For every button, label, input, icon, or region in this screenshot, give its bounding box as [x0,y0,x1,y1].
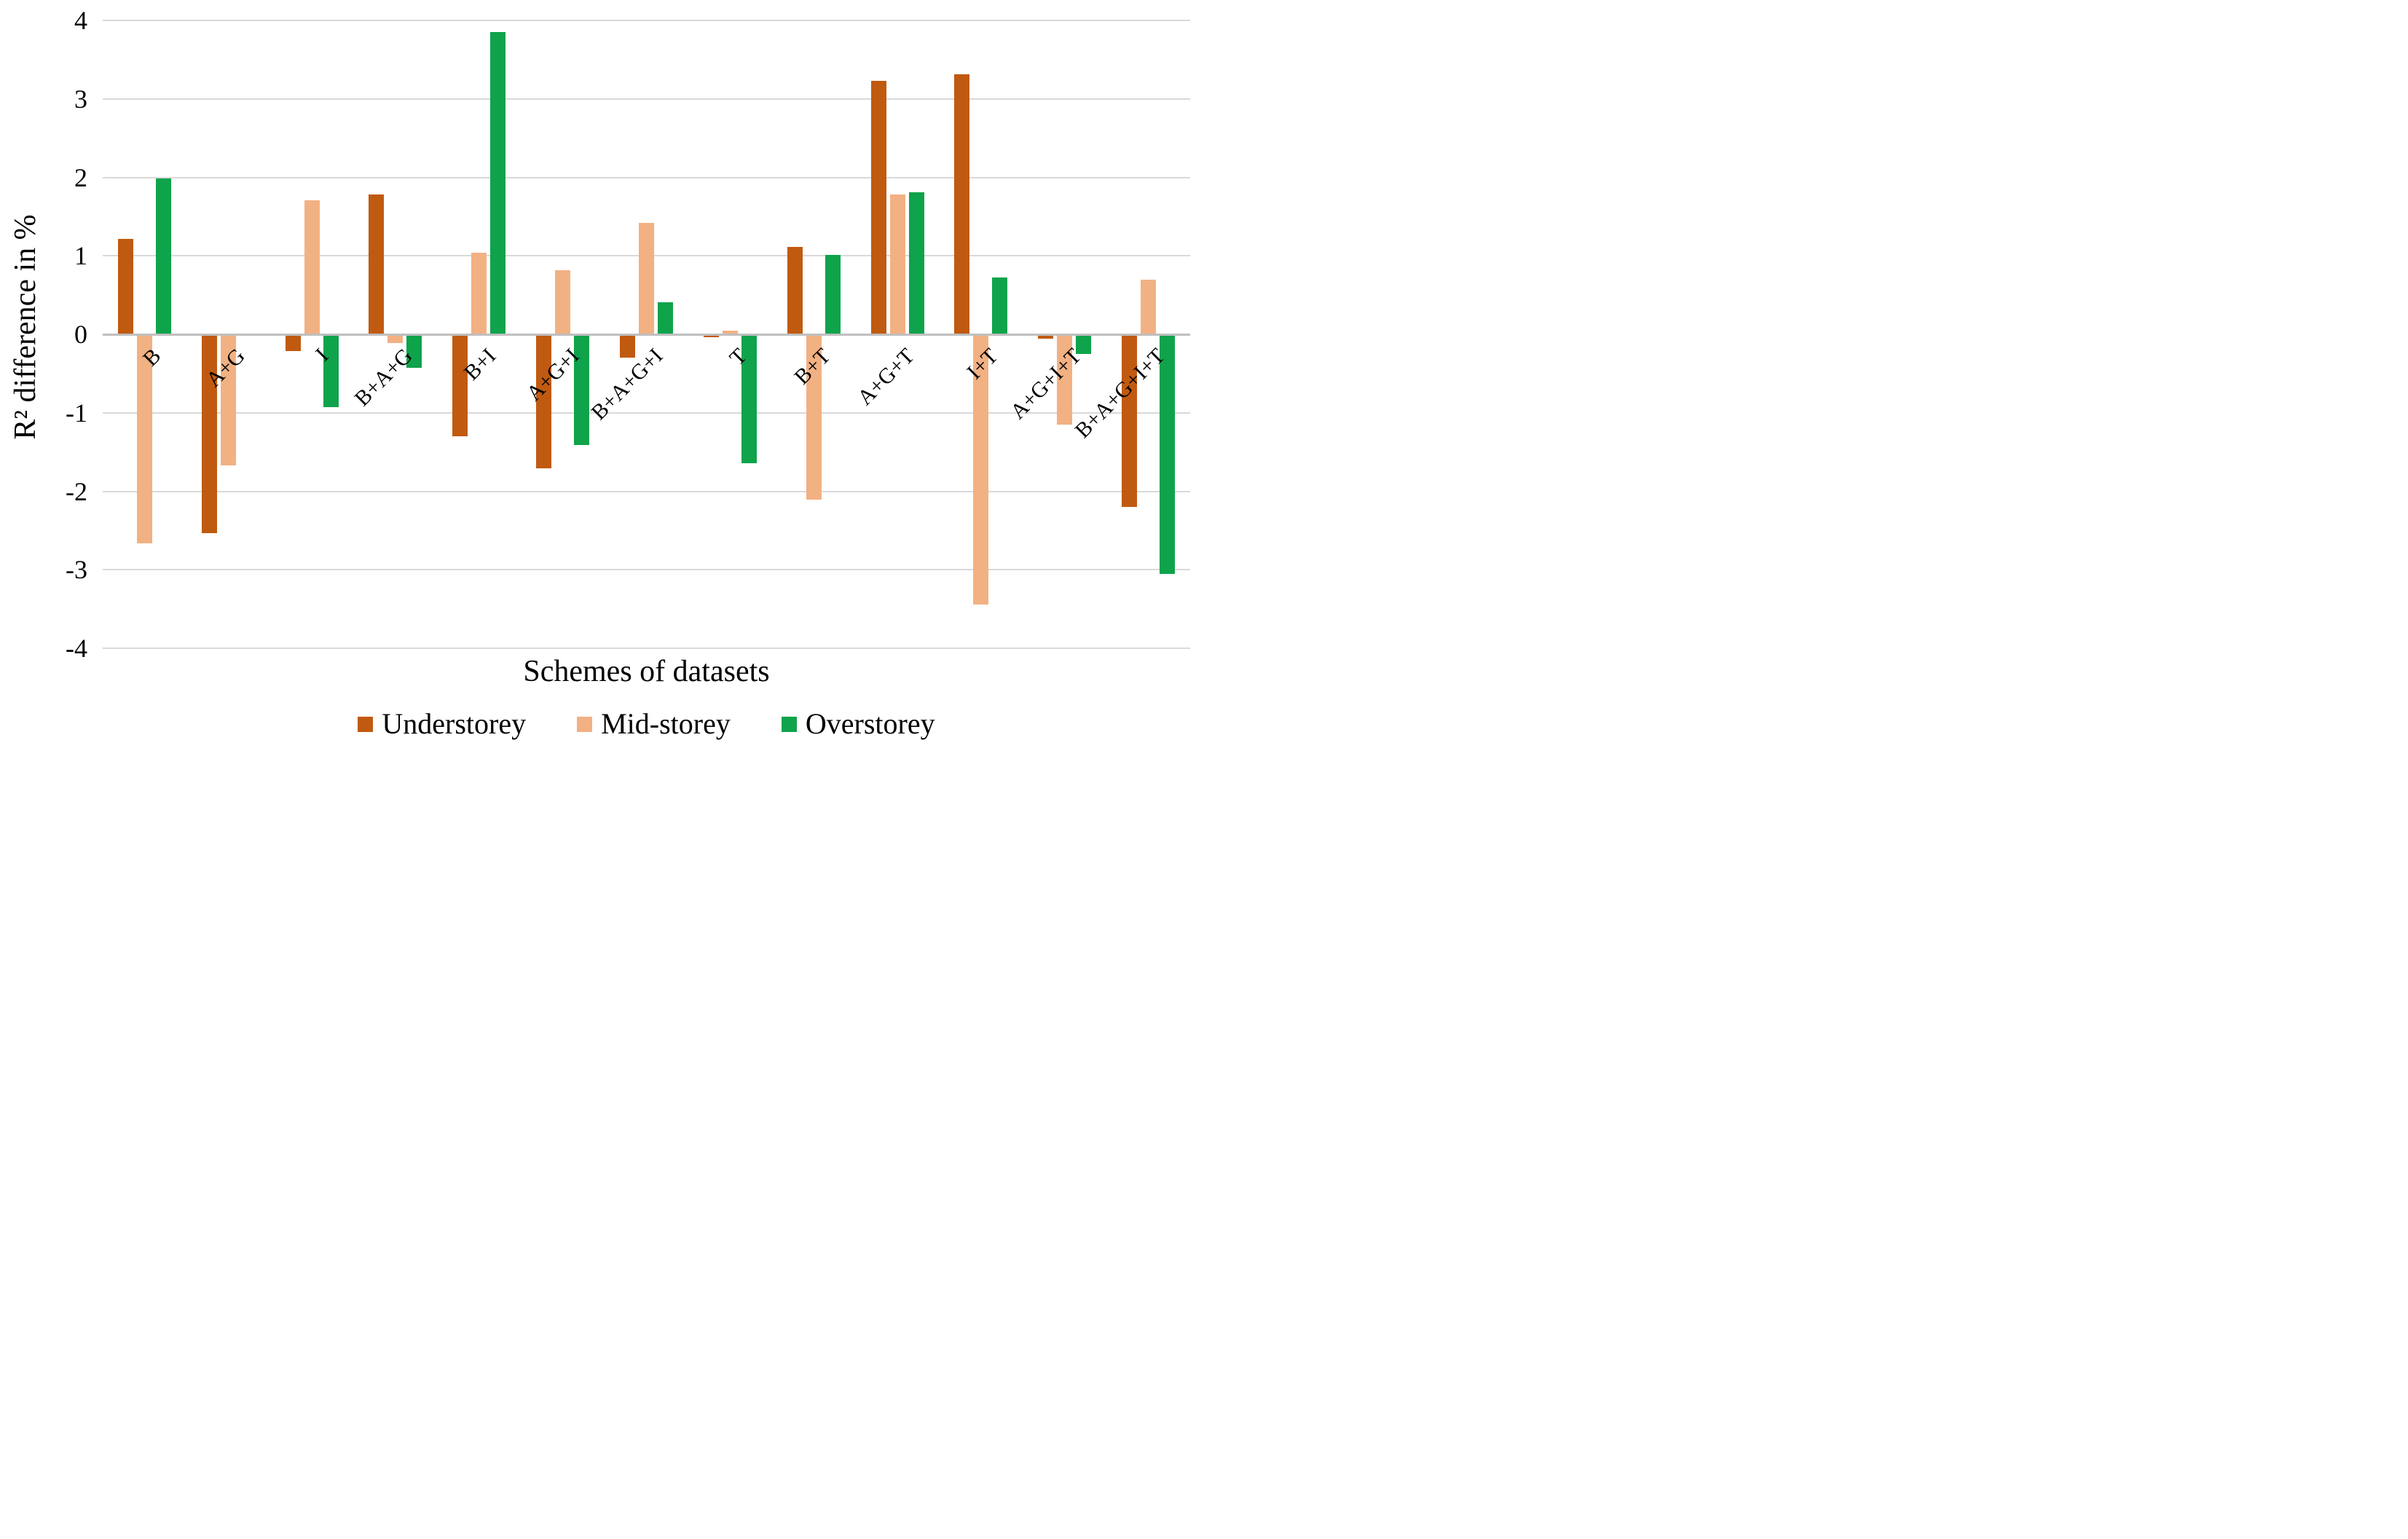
x-category-label: I+T [961,344,1003,385]
bar-understorey-a-g-t [870,80,886,334]
legend-item-overstorey: Overstorey [781,707,935,740]
bar-understorey-t [703,334,719,338]
y-tick-label: -4 [66,634,87,663]
y-tick-label: 3 [74,84,87,114]
bar-chart: R² difference in % 4 3 2 1 0 -1 -2 -3 -4 B A+G I B+A… [0,0,1204,769]
mid-storey-swatch-icon [577,716,593,732]
bar-understorey-b-t [787,247,803,334]
bar-understorey-b-a-g [369,194,385,334]
bar-mid-storey-b-a-g [387,334,404,343]
bar-mid-storey-a-g-t [889,194,905,334]
bar-overstorey-b [155,178,171,334]
bar-overstorey-b-t [825,255,841,334]
legend-label: Mid-storey [601,707,731,740]
bar-understorey-b-a-g-i-t [1122,334,1138,508]
bar-overstorey-i-t [992,278,1008,334]
gridline [103,20,1190,21]
bar-mid-storey-i-t [973,334,989,605]
bar-understorey-b-i [452,334,468,437]
gridline [103,569,1190,571]
bar-understorey-a-g-i-t [1038,334,1054,339]
x-axis-title: Schemes of datasets [523,655,770,688]
bar-mid-storey-b-i [471,252,487,334]
x-category-label: B+A+G+I+T [1070,344,1170,444]
y-tick-label: -2 [66,476,87,506]
bar-mid-storey-b-a-g-i-t [1141,279,1157,334]
bar-mid-storey-a-g-i-t [1057,334,1073,425]
y-tick-label: 2 [74,162,87,192]
bar-overstorey-b-i [490,32,506,334]
gridline [103,648,1190,649]
bar-understorey-a-g-i [536,334,552,469]
legend-label: Overstorey [805,707,935,740]
overstorey-swatch-icon [781,716,797,732]
bar-understorey-b [117,238,133,334]
legend-label: Understorey [382,707,527,740]
x-category-label: B+T [790,344,835,390]
gridline [103,98,1190,100]
understorey-swatch-icon [358,716,374,732]
bar-mid-storey-a-g-i [555,269,571,334]
x-category-label: A+G+T [852,344,919,410]
y-tick-label: 1 [74,241,87,271]
bar-mid-storey-i [304,200,320,334]
bar-understorey-b-a-g-i [620,334,635,358]
bar-mid-storey-b-t [806,334,822,500]
legend: Understorey Mid-storey Overstorey [103,708,1190,740]
bar-understorey-i [285,334,301,351]
y-tick-label: 0 [74,320,87,349]
gridline [103,176,1190,178]
bar-overstorey-b-a-g-i [658,302,673,334]
bar-overstorey-a-g-i [574,334,590,445]
bar-mid-storey-b [136,334,152,543]
legend-item-mid-storey: Mid-storey [577,708,731,740]
gridline [103,490,1190,492]
bar-mid-storey-b-a-g-i [639,222,654,334]
bar-overstorey-a-g-t [908,192,924,334]
bar-understorey-i-t [954,74,970,334]
y-tick-label: 4 [74,6,87,35]
legend-item-understorey: Understorey [358,708,526,740]
bar-overstorey-b-a-g-i-t [1160,334,1176,574]
bar-overstorey-b-a-g [406,334,422,369]
bar-understorey-a-g [201,334,217,533]
y-tick-label: -3 [66,555,87,585]
bar-overstorey-i [323,334,339,408]
y-tick-label: -1 [66,398,87,428]
bar-mid-storey-a-g [220,334,236,465]
bar-overstorey-t [741,334,757,463]
x-axis-line [103,334,1190,336]
bar-mid-storey-t [722,330,738,334]
gridline [103,412,1190,414]
bar-overstorey-a-g-i-t [1076,334,1092,354]
x-category-label: B+A+G [350,344,417,412]
